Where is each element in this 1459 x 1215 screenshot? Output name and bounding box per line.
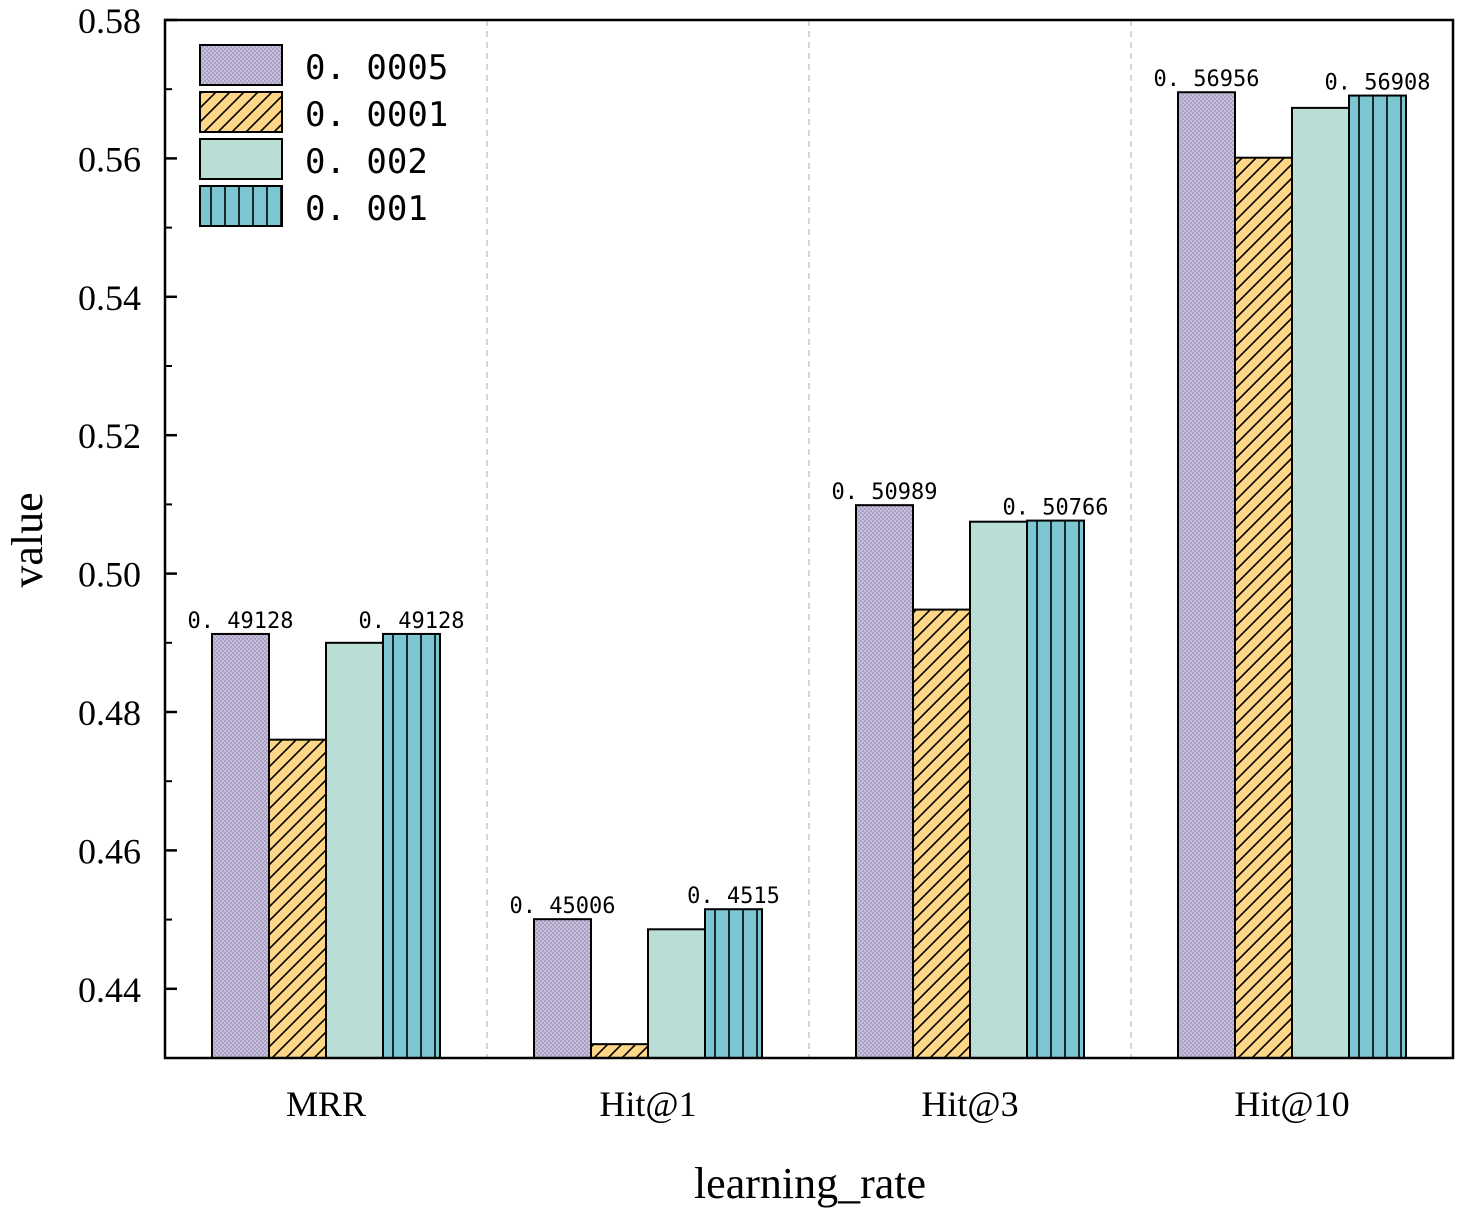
data-label-0: 0. 49128 <box>188 609 294 634</box>
legend-swatch-3 <box>199 185 283 227</box>
y-tick-label-2: 0.48 <box>78 693 141 733</box>
bar-hit10-series-0 <box>1177 91 1236 1059</box>
y-tick-label-7: 0.58 <box>78 1 141 41</box>
bar-hit10-series-1 <box>1234 156 1293 1059</box>
x-axis-title: learning_rate <box>694 1159 926 1208</box>
data-label-3: 0. 4515 <box>687 884 780 909</box>
legend-label-2: 0. 002 <box>305 142 428 182</box>
legend-label-1: 0. 0001 <box>305 95 448 135</box>
plot-area <box>486 20 1132 1058</box>
y-axis-title: value <box>3 492 52 587</box>
legend-swatch-2 <box>199 138 283 180</box>
y-tick-label-3: 0.50 <box>78 555 141 595</box>
x-tick-label-0: MRR <box>286 1084 366 1124</box>
bar-hit1-series-1 <box>590 1043 649 1060</box>
bar-hit1-series-0 <box>533 918 592 1060</box>
bar-hit1-series-3 <box>704 908 763 1059</box>
bar-mrr-series-3 <box>382 632 441 1059</box>
bar-hit3-series-2 <box>969 520 1028 1059</box>
legend-label-0: 0. 0005 <box>305 48 448 88</box>
y-tick-label-6: 0.56 <box>78 139 141 179</box>
y-tick-label-5: 0.54 <box>78 278 141 318</box>
data-label-7: 0. 56908 <box>1325 71 1431 96</box>
bar-hit3-series-1 <box>912 608 971 1059</box>
bar-mrr-series-1 <box>268 738 327 1059</box>
bar-hit3-series-0 <box>855 504 914 1059</box>
bar-hit3-series-3 <box>1026 519 1085 1059</box>
y-tick-label-4: 0.52 <box>78 416 141 456</box>
data-label-5: 0. 50766 <box>1003 496 1109 521</box>
bar-mrr-series-2 <box>325 641 384 1059</box>
legend-swatch-1 <box>199 91 283 133</box>
bar-hit10-series-2 <box>1291 106 1350 1060</box>
data-label-4: 0. 50989 <box>832 480 938 505</box>
legend-swatch-0 <box>199 44 283 86</box>
y-tick-label-1: 0.46 <box>78 831 141 871</box>
x-tick-label-3: Hit@10 <box>1234 1084 1349 1124</box>
bar-hit10-series-3 <box>1348 94 1407 1059</box>
bar-mrr-series-0 <box>211 632 270 1059</box>
x-tick-label-2: Hit@3 <box>921 1084 1018 1124</box>
bar-hit1-series-2 <box>647 928 706 1060</box>
data-labels-group: 0. 49128 0. 49128 0. 45006 0. 4515 0. 50989 0… <box>188 67 1431 919</box>
x-tick-label-1: Hit@1 <box>599 1084 696 1124</box>
data-label-2: 0. 45006 <box>510 894 616 919</box>
legend-label-3: 0. 001 <box>305 189 428 229</box>
axes-group: 0.44 0.46 0.48 0.50 0.52 0.54 0.56 0.58 MRR Hit@1… <box>78 1 1455 1124</box>
plot-frame <box>163 18 1455 1060</box>
y-tick-label-0: 0.44 <box>78 970 141 1010</box>
data-label-6: 0. 56956 <box>1154 67 1260 92</box>
bars-group <box>211 91 1407 1060</box>
legend: 0. 0005 0. 0001 0. 002 0. 001 <box>199 44 448 229</box>
data-label-1: 0. 49128 <box>359 609 465 634</box>
